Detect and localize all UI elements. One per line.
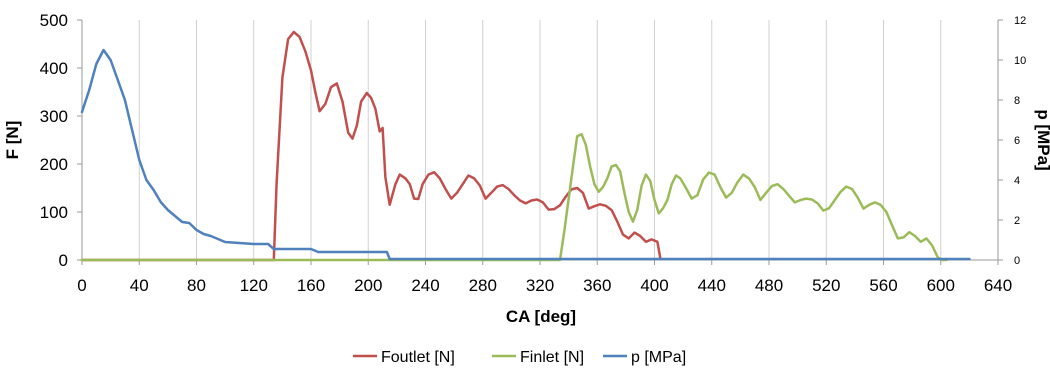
x-tick-label: 520 bbox=[812, 276, 840, 295]
series-lines bbox=[80, 30, 971, 262]
x-tick-label: 320 bbox=[526, 276, 554, 295]
y-tick-label: 0 bbox=[59, 251, 68, 270]
x-tick-label: 80 bbox=[187, 276, 206, 295]
x-tick-label: 160 bbox=[297, 276, 325, 295]
y2-axis-title: p [MPa] bbox=[1034, 109, 1050, 170]
x-tick-label: 0 bbox=[77, 276, 86, 295]
x-tick-label: 440 bbox=[698, 276, 726, 295]
x-tick-label: 120 bbox=[240, 276, 268, 295]
series-line-finlet-n bbox=[80, 132, 948, 262]
legend: Foutlet [N] Finlet [N] p [MPa] bbox=[353, 349, 686, 366]
series-line-p-mpa bbox=[80, 48, 971, 261]
x-axis-title: CA [deg] bbox=[506, 307, 576, 326]
x-tick-label: 560 bbox=[869, 276, 897, 295]
x-tick-label: 280 bbox=[469, 276, 497, 295]
legend-label-p-mpa: p [MPa] bbox=[631, 349, 686, 366]
legend-label-finlet-n: Finlet [N] bbox=[520, 349, 584, 366]
series-line-foutlet-n bbox=[80, 30, 662, 262]
y-tick-label: 400 bbox=[40, 59, 68, 78]
y-tick-label: 300 bbox=[40, 107, 68, 126]
x-tick-label: 240 bbox=[411, 276, 439, 295]
y2-tick-label: 2 bbox=[1014, 215, 1020, 227]
y-tick-label: 100 bbox=[40, 203, 68, 222]
x-tick-label: 600 bbox=[927, 276, 955, 295]
y2-tick-label: 12 bbox=[1014, 15, 1026, 27]
x-tick-label: 400 bbox=[640, 276, 668, 295]
x-tick-label: 640 bbox=[984, 276, 1012, 295]
y2-tick-labels: 0 2 4 6 8 10 12 bbox=[1014, 15, 1026, 267]
legend-label-foutlet-n: Foutlet [N] bbox=[381, 349, 455, 366]
y-tick-labels: 0 100 200 300 400 500 bbox=[40, 11, 68, 270]
x-tick-label: 480 bbox=[755, 276, 783, 295]
x-tick-label: 360 bbox=[583, 276, 611, 295]
y-axis-title: F [N] bbox=[3, 121, 22, 160]
x-tick-labels: 0 40 80 120 160 200 240 280 320 360 400 440 480 520 56… bbox=[77, 276, 1012, 295]
y-tick-label: 500 bbox=[40, 11, 68, 30]
y2-tick-label: 8 bbox=[1014, 95, 1020, 107]
y-tick-label: 200 bbox=[40, 155, 68, 174]
y2-tick-label: 6 bbox=[1014, 135, 1020, 147]
x-tick-label: 40 bbox=[130, 276, 149, 295]
y2-tick-label: 4 bbox=[1014, 175, 1020, 187]
x-tick-label: 200 bbox=[354, 276, 382, 295]
y2-tick-label: 10 bbox=[1014, 55, 1026, 67]
y2-tick-label: 0 bbox=[1014, 255, 1020, 267]
gridlines bbox=[81, 20, 999, 260]
